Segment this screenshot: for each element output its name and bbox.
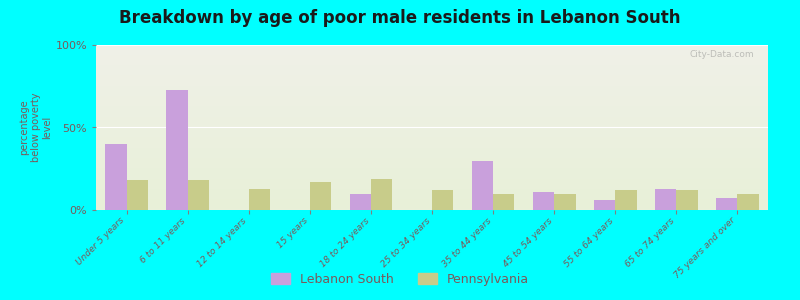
Text: City-Data.com: City-Data.com	[690, 50, 754, 59]
Text: 65 to 74 years: 65 to 74 years	[624, 216, 676, 269]
Text: 35 to 44 years: 35 to 44 years	[441, 216, 493, 269]
Text: 6 to 11 years: 6 to 11 years	[139, 216, 188, 265]
Bar	[472, 160, 493, 210]
Text: 25 to 34 years: 25 to 34 years	[379, 216, 432, 269]
Text: 12 to 14 years: 12 to 14 years	[196, 216, 249, 269]
Bar	[676, 190, 698, 210]
Legend: Lebanon South, Pennsylvania: Lebanon South, Pennsylvania	[266, 268, 534, 291]
Text: Breakdown by age of poor male residents in Lebanon South: Breakdown by age of poor male residents …	[119, 9, 681, 27]
Bar	[371, 178, 392, 210]
Text: 45 to 54 years: 45 to 54 years	[502, 216, 554, 269]
Text: 55 to 64 years: 55 to 64 years	[562, 216, 615, 269]
Bar	[249, 188, 270, 210]
Text: 18 to 24 years: 18 to 24 years	[318, 216, 371, 269]
Bar	[533, 192, 554, 210]
Bar	[716, 199, 738, 210]
Bar	[310, 182, 331, 210]
Bar	[493, 194, 514, 210]
Bar	[350, 194, 371, 210]
Bar	[166, 89, 188, 210]
Text: 75 years and over: 75 years and over	[673, 216, 738, 280]
Bar	[655, 188, 676, 210]
Bar	[126, 180, 148, 210]
Bar	[738, 194, 759, 210]
Bar	[554, 194, 575, 210]
Bar	[594, 200, 615, 210]
Text: 15 years: 15 years	[276, 216, 310, 250]
Y-axis label: percentage
below poverty
level: percentage below poverty level	[19, 93, 53, 162]
Bar	[105, 144, 126, 210]
Bar	[432, 190, 454, 210]
Bar	[615, 190, 637, 210]
Bar	[188, 180, 209, 210]
Text: Under 5 years: Under 5 years	[75, 216, 126, 267]
